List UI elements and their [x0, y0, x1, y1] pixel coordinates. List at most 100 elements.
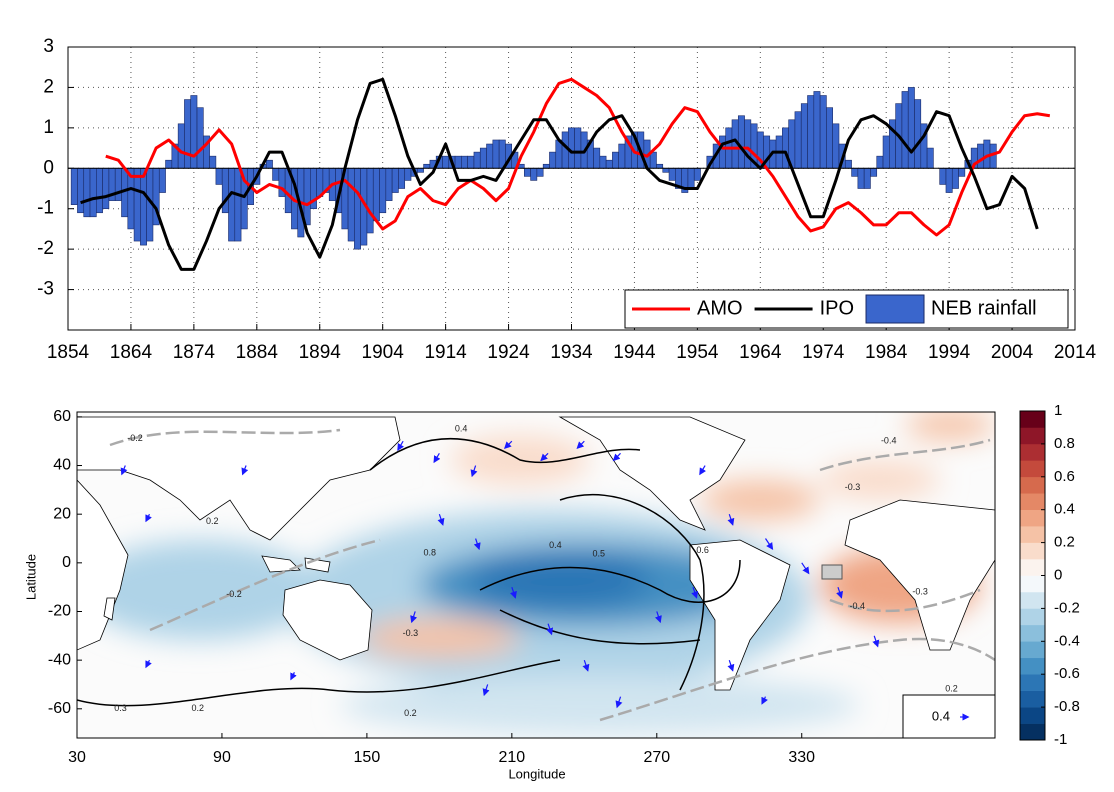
bar [662, 167, 670, 173]
y-tick-label: 3 [43, 36, 54, 57]
colorbar-tick-label: -1 [1054, 731, 1067, 748]
colorbar-bin [1020, 674, 1045, 691]
bar [800, 103, 808, 169]
x-tick-label: 30 [68, 749, 86, 766]
contour-label: 0.6 [696, 545, 709, 555]
wind-vector [397, 440, 405, 451]
y-tick-label: -3 [37, 279, 54, 300]
bar [215, 167, 223, 185]
wind-vector [546, 623, 554, 636]
bar [354, 167, 361, 250]
y-tick-label: 0 [43, 157, 54, 178]
wind-vector [576, 440, 585, 450]
y-tick-label: -40 [48, 651, 71, 668]
wind-vector [241, 465, 249, 476]
bar [926, 147, 934, 169]
wind-vector [691, 586, 699, 599]
legend-label: NEB rainfall [931, 297, 1037, 319]
bar [844, 159, 852, 169]
colorbar-tick-label: 0 [1054, 566, 1062, 583]
colorbar-tick-label: -0.2 [1054, 599, 1080, 616]
colorbar-bin [1020, 690, 1045, 708]
bar [379, 167, 387, 214]
x-tick-label: 1994 [928, 342, 971, 363]
wind-vector [582, 659, 590, 672]
bar [417, 167, 424, 173]
x-tick-label: 1864 [110, 342, 153, 363]
bar [209, 155, 217, 169]
colorbar-bin [1020, 641, 1045, 659]
wind-vector [120, 465, 128, 476]
contour-label: 0.8 [423, 547, 436, 557]
bar [461, 155, 468, 169]
contour-label: -0.2 [127, 433, 143, 443]
line [80, 77, 1039, 271]
x-tick-label: 150 [354, 749, 381, 766]
wind-vector [503, 440, 513, 450]
bar [473, 151, 481, 169]
wind-vector [761, 696, 768, 705]
bar [549, 151, 557, 169]
colorbar-tick-label: 0.6 [1054, 468, 1075, 485]
bar [398, 167, 406, 189]
bar [221, 167, 229, 214]
colorbar-tick-label: -0.4 [1054, 632, 1080, 649]
contour-label: -0.3 [845, 482, 861, 492]
bar [492, 139, 500, 169]
bar [366, 167, 374, 234]
bar [870, 167, 878, 177]
colorbar-bin [1020, 657, 1045, 675]
x-tick-label: 1954 [676, 342, 719, 363]
contour-label: 0.2 [404, 708, 417, 718]
bar [605, 159, 613, 169]
y-tick-label: 0 [62, 554, 71, 571]
wind-vector [836, 586, 843, 599]
wind-vector [727, 513, 735, 526]
bar [177, 123, 185, 169]
bar [744, 119, 752, 169]
bar [958, 167, 966, 177]
bar [857, 167, 865, 189]
wind-vector [727, 659, 735, 672]
bar [140, 167, 147, 246]
wind-vector [654, 611, 662, 624]
colorbar-bin [1020, 526, 1045, 543]
colorbar-bin [1020, 559, 1045, 576]
bar [794, 111, 802, 169]
legend-label: IPO [820, 297, 854, 319]
bar [649, 151, 657, 169]
bar [599, 155, 607, 169]
colorbar-bin [1020, 591, 1045, 609]
bar [618, 143, 626, 169]
bar [196, 107, 204, 169]
wind-vector [540, 452, 549, 462]
x-tick-label: 1894 [299, 342, 342, 363]
contour-label: -0.4 [881, 436, 897, 446]
colorbar-bin [1020, 493, 1045, 510]
bar [372, 167, 380, 222]
bar [347, 167, 355, 242]
colorbar-tick-label: -0.6 [1054, 665, 1080, 682]
colorbar-bin [1020, 460, 1045, 478]
wind-vector [290, 672, 297, 681]
bar [89, 167, 97, 218]
bar [77, 167, 85, 214]
legend-swatch [865, 294, 925, 324]
y-axis-label: Latitude [23, 554, 38, 600]
wind-vector [433, 453, 441, 464]
bar [158, 167, 166, 193]
contour-label: 0.3 [114, 703, 127, 713]
bar [404, 167, 412, 181]
bar [265, 159, 273, 169]
bar [542, 163, 550, 169]
bar [668, 167, 676, 181]
bar [454, 155, 462, 169]
x-tick-label: 2014 [1054, 342, 1097, 363]
bar [530, 167, 538, 181]
bar [782, 127, 789, 169]
x-tick-label: 2004 [991, 342, 1034, 363]
bar [391, 167, 399, 193]
bar [612, 151, 620, 169]
bar [813, 91, 821, 169]
bar [832, 123, 840, 169]
